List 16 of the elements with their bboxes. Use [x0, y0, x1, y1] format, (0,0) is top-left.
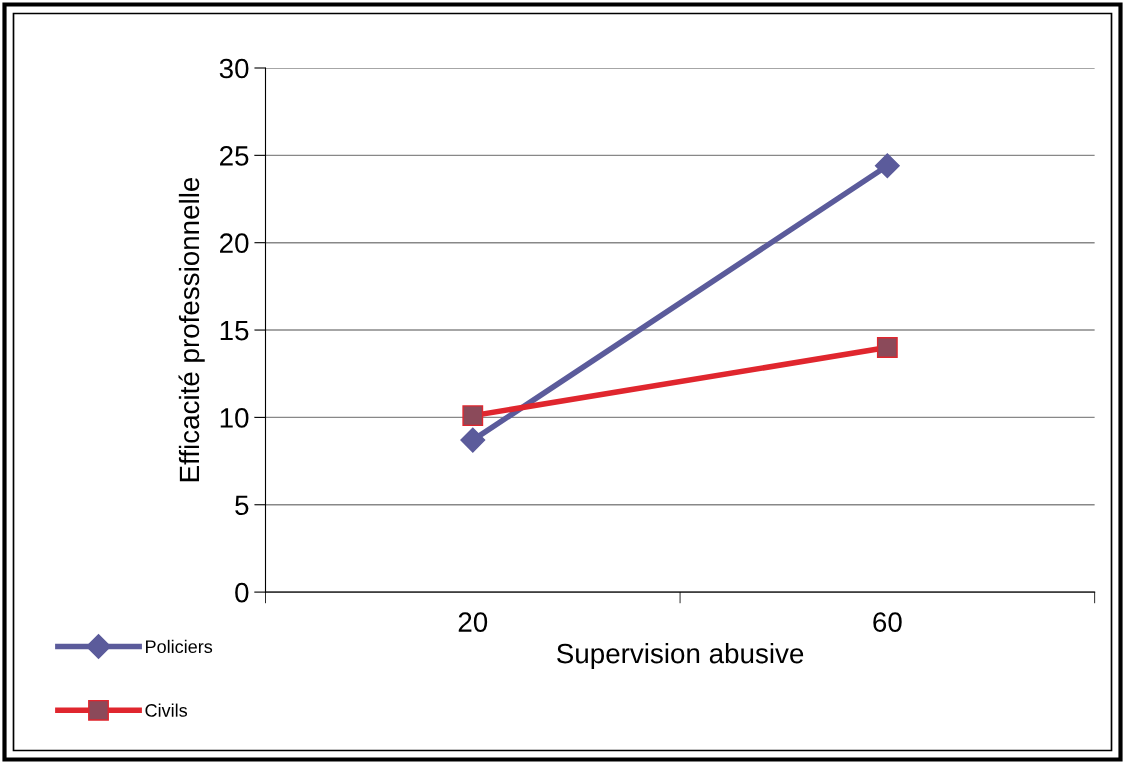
y-tick-label: 0: [235, 582, 249, 603]
y-tick-label: 5: [235, 495, 249, 516]
x-tick-label: 60: [873, 612, 902, 632]
legend-label: Civils: [145, 703, 188, 717]
y-tick-label: 20: [220, 233, 249, 254]
point: [876, 337, 898, 358]
y-tick-label: 30: [219, 58, 249, 79]
legend-label: Policiers: [146, 639, 213, 654]
y-axis-title: Efficacité professionnelle: [178, 177, 205, 482]
x-axis-title: Supervision abusive: [557, 642, 804, 669]
point: [460, 427, 486, 453]
y-tick-label: 10: [220, 408, 249, 428]
y-tick-label: 15: [220, 321, 249, 341]
point: [874, 153, 900, 179]
point: [462, 405, 484, 427]
y-tick-label: 25: [220, 146, 249, 166]
